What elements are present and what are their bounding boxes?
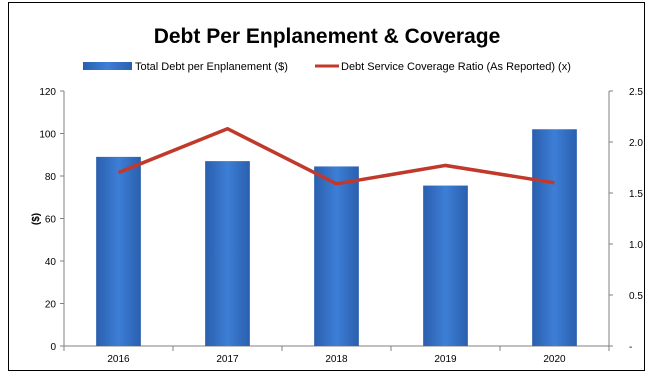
right-tick-label: 2.0: [629, 138, 643, 149]
bar-2018: [314, 166, 359, 346]
right-tick-label: 1.0: [629, 240, 643, 251]
bar-2016: [96, 156, 141, 346]
right-tick-label: 0.5: [629, 291, 643, 302]
left-tick-label: 20: [45, 300, 57, 311]
chart-svg: Debt Per Enplanement & Coverage Total De…: [31, 25, 643, 365]
left-tick-labels: 0 20 40 60 80 100 120: [39, 87, 64, 353]
x-tick-label: 2016: [107, 354, 130, 365]
legend-bar-swatch: [83, 62, 132, 70]
y-axis-title: ($): [31, 213, 42, 225]
chart-title: Debt Per Enplanement & Coverage: [154, 25, 501, 48]
legend-bar-label: Total Debt per Enplanement ($): [135, 61, 288, 73]
x-tick-labels: 2016 2017 2018 2019 2020: [63, 346, 610, 365]
left-tick-label: 120: [39, 87, 56, 98]
bar-2019: [423, 185, 468, 346]
legend-line-label: Debt Service Coverage Ratio (As Reported…: [341, 61, 571, 73]
x-tick-label: 2017: [216, 354, 239, 365]
line-series: [117, 126, 555, 186]
right-tick-label: -: [629, 342, 632, 353]
left-tick-label: 60: [45, 215, 57, 226]
bar-series: [96, 129, 577, 346]
right-tick-label: 1.5: [629, 189, 643, 200]
left-tick-label: 40: [45, 257, 57, 268]
bar-2017: [205, 161, 250, 346]
left-tick-label: 80: [45, 172, 57, 183]
x-tick-label: 2020: [543, 354, 566, 365]
bar-2020: [532, 129, 577, 346]
x-tick-label: 2018: [325, 354, 348, 365]
left-tick-label: 100: [39, 130, 56, 141]
chart-frame: Debt Per Enplanement & Coverage Total De…: [8, 2, 645, 371]
x-tick-label: 2019: [434, 354, 457, 365]
right-tick-labels: - 0.5 1.0 1.5 2.0 2.5: [609, 87, 643, 353]
left-tick-label: 0: [50, 342, 56, 353]
right-tick-label: 2.5: [629, 87, 643, 98]
